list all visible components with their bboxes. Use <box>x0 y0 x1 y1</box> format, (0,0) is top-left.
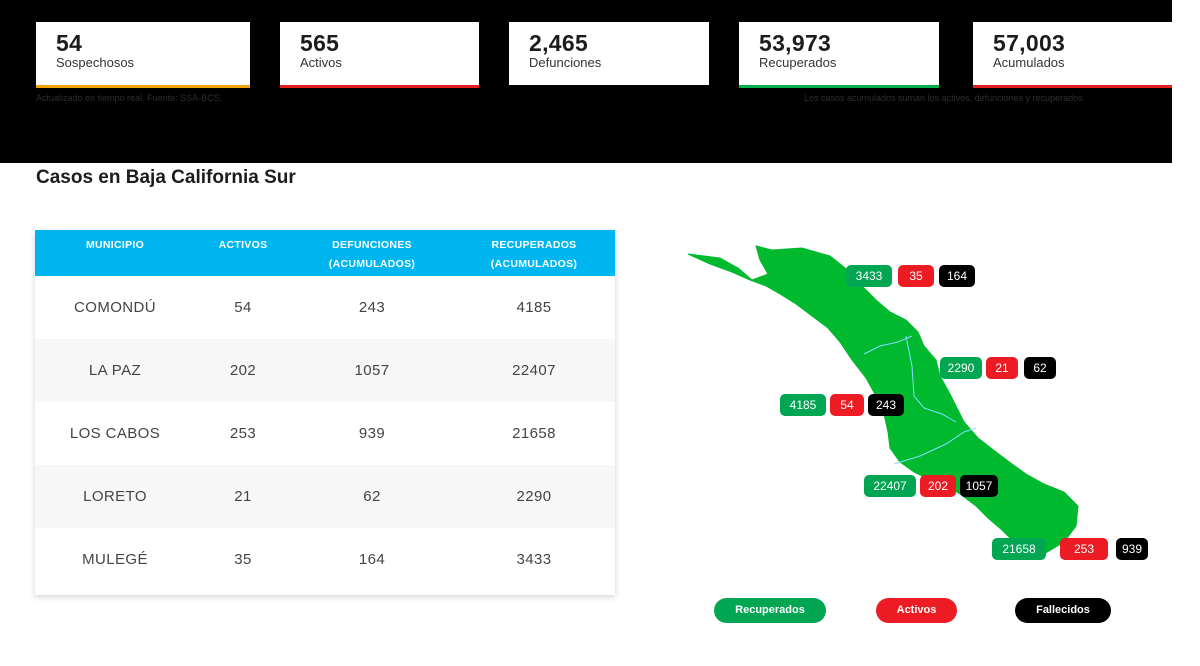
cell-activos: 202 <box>229 362 257 379</box>
border-mulege-loreto <box>863 335 913 355</box>
map-fallecidos-badge: 164 <box>939 265 975 287</box>
cell-municipio: LOS CABOS <box>69 425 161 442</box>
header-recuperados: RECUPERADOS (ACUMULADOS) <box>454 236 614 274</box>
header-line: (ACUMULADOS) <box>490 258 578 270</box>
cell-defunciones: 1057 <box>354 362 390 379</box>
stat-label: Recuperados <box>759 55 837 70</box>
map-fallecidos-badge: 62 <box>1024 357 1056 379</box>
map-fallecidos-badge: 1057 <box>960 475 998 497</box>
cell-activos: 253 <box>229 425 257 442</box>
cell-defunciones: 939 <box>358 425 386 442</box>
stat-accent-bar <box>509 85 709 88</box>
map-fallecidos-badge: 243 <box>868 394 904 416</box>
map-activos-badge: 54 <box>830 394 864 416</box>
stat-accent-bar <box>973 85 1172 88</box>
stat-value: 57,003 <box>993 30 1066 56</box>
stat-value: 2,465 <box>529 30 589 56</box>
stat-value: 53,973 <box>759 30 832 56</box>
cell-municipio: LA PAZ <box>88 362 142 379</box>
stat-value: 54 <box>56 30 83 56</box>
stat-card-activos: 565 Activos <box>280 22 479 88</box>
header-line: DEFUNCIONES <box>332 239 412 251</box>
stat-label: Sospechosos <box>56 55 135 70</box>
stat-card-acumulados: 57,003 Acumulados <box>973 22 1172 88</box>
cell-activos: 21 <box>234 488 252 505</box>
table-row: LA PAZ 202 1057 22407 <box>35 339 615 402</box>
table-header: MUNICIPIO ACTIVOS DEFUNCIONES (ACUMULADO… <box>35 230 615 276</box>
map-fallecidos-badge: 939 <box>1116 538 1148 560</box>
header-defunciones: DEFUNCIONES (ACUMULADOS) <box>292 236 452 274</box>
cell-recuperados: 21658 <box>512 425 556 442</box>
cell-activos: 54 <box>234 299 252 316</box>
stat-label: Defunciones <box>529 55 602 70</box>
header-line: RECUPERADOS <box>491 239 577 251</box>
cell-defunciones: 62 <box>363 488 381 505</box>
stat-accent-bar <box>739 85 939 88</box>
border-loreto-comondu <box>905 335 957 423</box>
table-row: COMONDÚ 54 243 4185 <box>35 276 615 339</box>
table-row: MULEGÉ 35 164 3433 <box>35 528 615 591</box>
accumulated-note: Los casos acumulados suman los activos, … <box>804 93 1083 103</box>
map-activos-badge: 35 <box>898 265 934 287</box>
stat-card-recuperados: 53,973 Recuperados <box>739 22 939 88</box>
legend-recuperados: Recuperados <box>714 598 826 623</box>
map-activos-badge: 21 <box>986 357 1018 379</box>
table-row: LOS CABOS 253 939 21658 <box>35 402 615 465</box>
cell-defunciones: 243 <box>358 299 386 316</box>
legend-fallecidos: Fallecidos <box>1015 598 1111 623</box>
table-row: LORETO 21 62 2290 <box>35 465 615 528</box>
stat-card-defunciones: 2,465 Defunciones <box>509 22 709 88</box>
stat-label: Activos <box>300 55 342 70</box>
cell-recuperados: 2290 <box>516 488 552 505</box>
map-recuperados-badge: 22407 <box>864 475 916 497</box>
cell-recuperados: 4185 <box>516 299 552 316</box>
cell-recuperados: 22407 <box>512 362 556 379</box>
header-line: (ACUMULADOS) <box>328 258 416 270</box>
stat-accent-bar <box>280 85 479 88</box>
section-title: Casos en Baja California Sur <box>36 167 296 188</box>
cell-recuperados: 3433 <box>516 551 552 568</box>
cell-municipio: MULEGÉ <box>82 551 148 568</box>
map-recuperados-badge: 21658 <box>992 538 1046 560</box>
cell-municipio: COMONDÚ <box>74 299 156 316</box>
cell-defunciones: 164 <box>358 551 386 568</box>
header-line: MUNICIPIO <box>85 239 145 251</box>
header-activos: ACTIVOS <box>163 236 323 255</box>
map-recuperados-badge: 4185 <box>780 394 826 416</box>
header-line: ACTIVOS <box>218 239 268 251</box>
map-activos-badge: 253 <box>1060 538 1108 560</box>
stat-label: Acumulados <box>993 55 1065 70</box>
source-note: Actualizado en tiempo real. Fuente: SSA-… <box>36 93 223 103</box>
map-recuperados-badge: 2290 <box>940 357 982 379</box>
border-comondu-lapaz <box>893 427 977 465</box>
map-recuperados-badge: 3433 <box>846 265 892 287</box>
header-municipio: MUNICIPIO <box>35 236 195 255</box>
stat-value: 565 <box>300 30 340 56</box>
cases-table: MUNICIPIO ACTIVOS DEFUNCIONES (ACUMULADO… <box>35 230 615 595</box>
map-activos-badge: 202 <box>920 475 956 497</box>
legend-activos: Activos <box>876 598 957 623</box>
stat-card-sospechosos: 54 Sospechosos <box>36 22 250 88</box>
cell-activos: 35 <box>234 551 252 568</box>
stat-accent-bar <box>36 85 250 88</box>
cell-municipio: LORETO <box>83 488 147 505</box>
